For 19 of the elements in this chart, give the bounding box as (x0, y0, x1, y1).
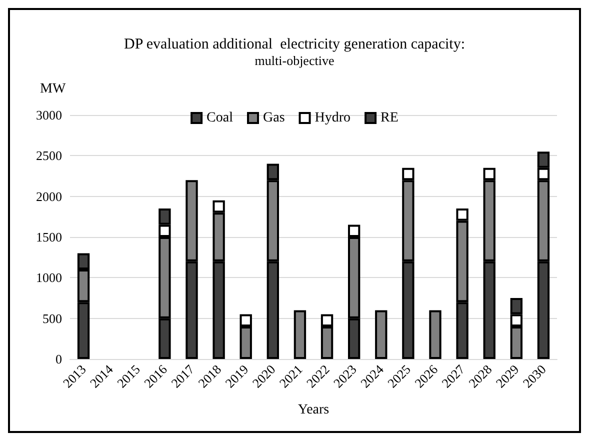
bar (294, 310, 306, 359)
legend-label: Gas (263, 110, 285, 126)
x-axis-title: Years (298, 402, 330, 418)
y-tick-label: 2000 (36, 188, 62, 204)
y-tick-label: 2500 (36, 148, 62, 164)
y-tick-label: 3000 (36, 108, 62, 122)
y-tick-label: 1500 (36, 230, 62, 244)
chart-title: DP evaluation additional electricity generation capacity: (124, 36, 465, 52)
bar (375, 310, 388, 359)
legend-label: Hydro (314, 110, 351, 126)
y-tick-label: 0 (56, 352, 62, 366)
bar (429, 310, 442, 359)
x-tick-label: 2021 (276, 362, 306, 391)
y-tick-label: 500 (42, 310, 62, 326)
legend-label: RE (380, 110, 398, 126)
legend-label: Coal (206, 110, 234, 126)
chart-subtitle: multi-objective (254, 53, 334, 68)
y-tick-label: 1000 (36, 270, 62, 286)
y-axis-title: MW (40, 82, 66, 96)
